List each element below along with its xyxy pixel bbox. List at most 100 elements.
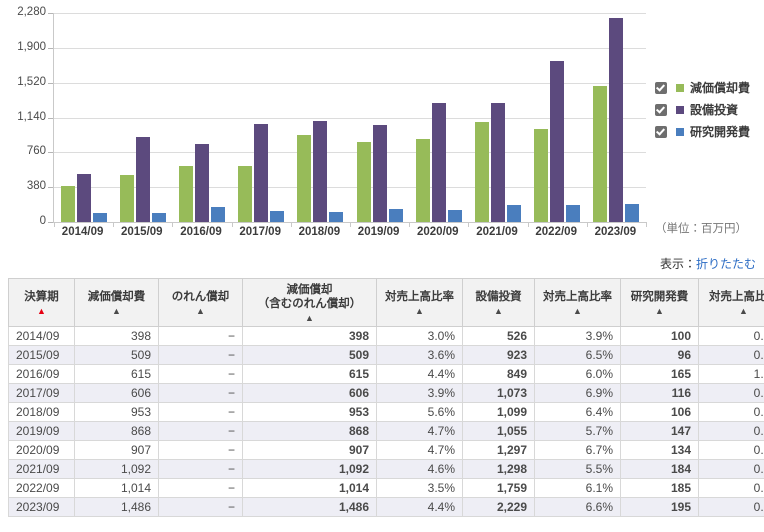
col-header-capex[interactable]: 設備投資 ▲ (462, 278, 535, 327)
cell-rnd: 195 (620, 496, 699, 517)
x-axis-tick-label: 2014/09 (61, 226, 104, 238)
bar-capex[interactable] (194, 144, 209, 222)
bar-rnd[interactable] (210, 206, 225, 222)
bar-group (587, 13, 646, 222)
legend-item-capex[interactable]: 設備投資 (655, 100, 764, 119)
bar-capex[interactable] (313, 121, 328, 222)
x-axis-tick-label: 2022/09 (535, 226, 577, 238)
sort-arrow-icon[interactable]: ▲ (415, 305, 424, 316)
y-axis-tick-mark (48, 152, 53, 154)
x-axis-tick-mark (586, 222, 588, 227)
col-header-depreciation-label: 減価償却費 (87, 291, 146, 304)
cell-ratio-depreciation: 4.7% (376, 439, 463, 460)
col-header-ratio-rnd[interactable]: 対売上高比率 ▲ (698, 278, 764, 327)
col-header-rnd[interactable]: 研究開発費 ▲ (620, 278, 699, 327)
cell-depreciation-incl-goodwill: 868 (242, 420, 377, 441)
cell-depreciation: 868 (74, 420, 159, 441)
bar-capex[interactable] (254, 123, 269, 222)
bar-depreciation[interactable] (60, 185, 75, 222)
bar-rnd[interactable] (151, 213, 166, 222)
cell-capex: 1,055 (462, 420, 535, 441)
cell-depreciation: 509 (74, 344, 159, 365)
legend-item-depreciation[interactable]: 減価償却費 (655, 78, 764, 97)
bar-capex[interactable] (609, 17, 624, 222)
bar-rnd[interactable] (92, 212, 107, 222)
cell-period: 2017/09 (8, 382, 75, 403)
bar-capex[interactable] (550, 60, 565, 222)
col-header-depincl-line2: （含むのれん償却） (257, 298, 362, 311)
bar-depreciation[interactable] (593, 85, 608, 222)
cell-ratio-capex: 5.7% (534, 420, 621, 441)
bar-capex[interactable] (135, 137, 150, 222)
bar-depreciation[interactable] (119, 175, 134, 222)
cell-rnd: 106 (620, 401, 699, 422)
sort-arrow-icon[interactable]: ▲ (739, 305, 748, 316)
bar-group (468, 13, 527, 222)
x-axis-tick-mark (409, 222, 411, 227)
cell-capex: 849 (462, 363, 535, 384)
bar-depreciation[interactable] (415, 138, 430, 222)
bar-depreciation[interactable] (356, 142, 371, 222)
sort-arrow-icon[interactable]: ▲ (655, 305, 664, 316)
bar-rnd[interactable] (270, 211, 285, 222)
bar-depreciation[interactable] (534, 129, 549, 222)
cell-ratio-rnd: 0.7% (698, 439, 764, 460)
col-header-goodwill-amortization[interactable]: のれん償却 ▲ (158, 278, 243, 327)
bar-rnd[interactable] (388, 208, 403, 222)
x-axis-tick-label: 2018/09 (298, 226, 341, 238)
bar-rnd[interactable] (447, 209, 462, 222)
bar-capex[interactable] (76, 173, 91, 222)
col-header-ratio-capex[interactable]: 対売上高比率 ▲ (534, 278, 621, 327)
display-toggle: 表示：折りたたむ (660, 255, 756, 272)
cell-depreciation: 398 (74, 325, 159, 346)
cell-rnd: 134 (620, 439, 699, 460)
bar-group (54, 13, 113, 222)
sort-arrow-icon[interactable]: ▲ (305, 312, 314, 323)
cell-ratio-rnd: 1.2% (698, 363, 764, 384)
bar-rnd[interactable] (506, 205, 521, 222)
cell-ratio-rnd: 0.8% (698, 420, 764, 441)
col-header-depreciation-incl-goodwill[interactable]: 減価償却 （含むのれん償却） ▲ (242, 278, 377, 327)
y-axis-tick-label: 1,520 (17, 75, 46, 88)
chart-legend[interactable]: 減価償却費設備投資研究開発費 (655, 78, 764, 144)
x-axis-tick-label: 2023/09 (594, 226, 637, 238)
col-header-depreciation[interactable]: 減価償却費 ▲ (74, 278, 159, 327)
display-toggle-prefix: 表示： (659, 257, 696, 271)
bar-capex[interactable] (490, 103, 505, 222)
sort-arrow-icon[interactable]: ▲ (37, 305, 46, 316)
bar-depreciation[interactable] (178, 165, 193, 222)
cell-rnd: 185 (620, 477, 699, 498)
col-header-depincl-line1: 減価償却 (286, 284, 333, 296)
x-axis-tick-mark (290, 222, 292, 227)
sort-arrow-icon[interactable]: ▲ (494, 305, 503, 316)
cell-period: 2019/09 (8, 420, 75, 441)
checkbox-checked-icon[interactable] (655, 125, 667, 138)
legend-item-rnd[interactable]: 研究開発費 (655, 122, 764, 141)
cell-rnd: 165 (620, 363, 699, 384)
sort-arrow-icon[interactable]: ▲ (573, 305, 582, 316)
bar-rnd[interactable] (625, 204, 640, 222)
checkbox-checked-icon[interactable] (655, 81, 667, 94)
bar-rnd[interactable] (566, 205, 581, 222)
col-header-period[interactable]: 決算期 ▲ (8, 278, 75, 327)
collapse-link[interactable]: 折りたたむ (695, 257, 756, 271)
sort-arrow-icon[interactable]: ▲ (196, 305, 205, 316)
table-header-row: 決算期 ▲ 減価償却費 ▲ のれん償却 ▲ 減価償却 （含むのれん償却） ▲ (8, 278, 764, 327)
x-axis-tick-mark (113, 222, 115, 227)
checkbox-checked-icon[interactable] (655, 103, 667, 116)
sort-arrow-icon[interactable]: ▲ (112, 305, 121, 316)
cell-ratio-rnd: 0.6% (698, 477, 764, 498)
bar-capex[interactable] (372, 125, 387, 222)
bar-capex[interactable] (431, 103, 446, 222)
col-header-ratio-depreciation[interactable]: 対売上高比率 ▲ (376, 278, 463, 327)
bar-rnd[interactable] (329, 212, 344, 222)
bar-depreciation[interactable] (474, 121, 489, 222)
bar-depreciation[interactable] (238, 166, 253, 222)
gridline (54, 13, 646, 14)
bar-depreciation[interactable] (297, 134, 312, 222)
col-header-period-label: 決算期 (24, 291, 59, 304)
